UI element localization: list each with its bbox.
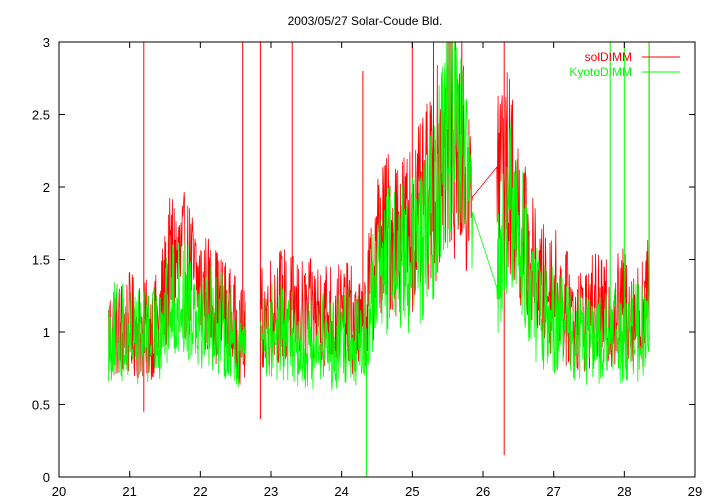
y-tick-label-4: 2 bbox=[43, 180, 50, 195]
y-tick-label-2: 1 bbox=[43, 325, 50, 340]
series-KyotoDIMM bbox=[108, 42, 650, 477]
legend-label-solDIMM: solDIMM bbox=[585, 50, 632, 64]
y-tick-label-0: 0 bbox=[43, 470, 50, 485]
y-tick-label-5: 2.5 bbox=[32, 108, 50, 123]
x-tick-label-6: 26 bbox=[476, 484, 490, 499]
chart-title: 2003/05/27 Solar-Coude Bld. bbox=[288, 14, 443, 28]
x-tick-label-7: 27 bbox=[546, 484, 560, 499]
x-tick-label-0: 20 bbox=[52, 484, 66, 499]
legend-label-KyotoDIMM: KyotoDIMM bbox=[569, 65, 632, 79]
x-tick-label-8: 28 bbox=[617, 484, 631, 499]
x-tick-label-4: 24 bbox=[334, 484, 348, 499]
y-tick-label-1: 0.5 bbox=[32, 398, 50, 413]
y-tick-label-6: 3 bbox=[43, 35, 50, 50]
x-tick-label-3: 23 bbox=[264, 484, 278, 499]
x-tick-label-5: 25 bbox=[405, 484, 419, 499]
y-tick-label-3: 1.5 bbox=[32, 253, 50, 268]
x-tick-label-2: 22 bbox=[193, 484, 207, 499]
series-line-KyotoDIMM bbox=[108, 42, 650, 391]
series-solDIMM bbox=[108, 42, 650, 456]
x-tick-label-1: 21 bbox=[122, 484, 136, 499]
x-tick-label-9: 29 bbox=[688, 484, 702, 499]
